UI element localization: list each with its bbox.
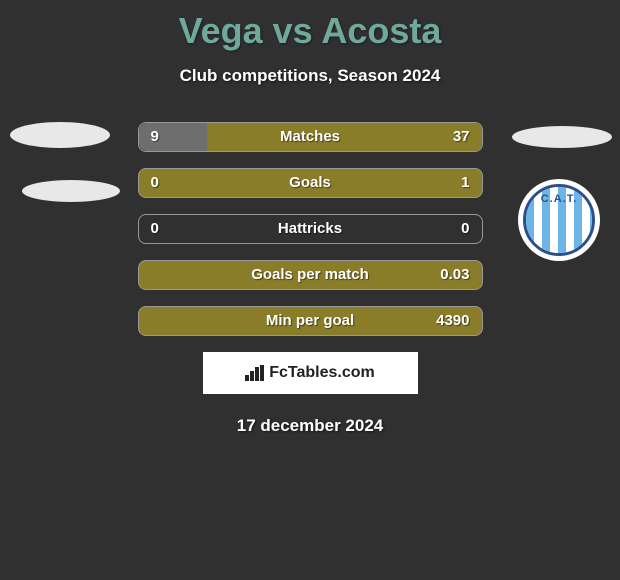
team-badge-cat: C.A.T. bbox=[518, 179, 600, 261]
stat-label: Min per goal bbox=[139, 307, 482, 335]
brand-text: FcTables.com bbox=[269, 364, 375, 382]
stat-row-goals: 0 Goals 1 bbox=[138, 168, 483, 198]
right-avatar-placeholder-1 bbox=[512, 126, 612, 148]
stat-right-value: 4390 bbox=[436, 307, 469, 335]
left-avatar-placeholder-2 bbox=[22, 180, 120, 202]
stat-row-hattricks: 0 Hattricks 0 bbox=[138, 214, 483, 244]
title: Vega vs Acosta bbox=[0, 0, 620, 52]
brand-box[interactable]: FcTables.com bbox=[203, 352, 418, 394]
subtitle: Club competitions, Season 2024 bbox=[0, 66, 620, 86]
stat-label: Goals bbox=[139, 169, 482, 197]
stat-row-gpm: Goals per match 0.03 bbox=[138, 260, 483, 290]
stat-label: Goals per match bbox=[139, 261, 482, 289]
stat-row-mpg: Min per goal 4390 bbox=[138, 306, 483, 336]
date-label: 17 december 2024 bbox=[0, 416, 620, 436]
stat-right-value: 0 bbox=[461, 215, 469, 243]
stats-container: 9 Matches 37 0 Goals 1 0 Hattricks 0 Goa… bbox=[138, 122, 483, 336]
stat-right-value: 1 bbox=[461, 169, 469, 197]
stat-label: Hattricks bbox=[139, 215, 482, 243]
stat-right-value: 0.03 bbox=[440, 261, 469, 289]
stat-row-matches: 9 Matches 37 bbox=[138, 122, 483, 152]
stat-label: Matches bbox=[139, 123, 482, 151]
left-avatar-placeholder-1 bbox=[10, 122, 110, 148]
stat-right-value: 37 bbox=[453, 123, 470, 151]
badge-letters: C.A.T. bbox=[526, 193, 592, 205]
bars-icon bbox=[245, 365, 265, 381]
